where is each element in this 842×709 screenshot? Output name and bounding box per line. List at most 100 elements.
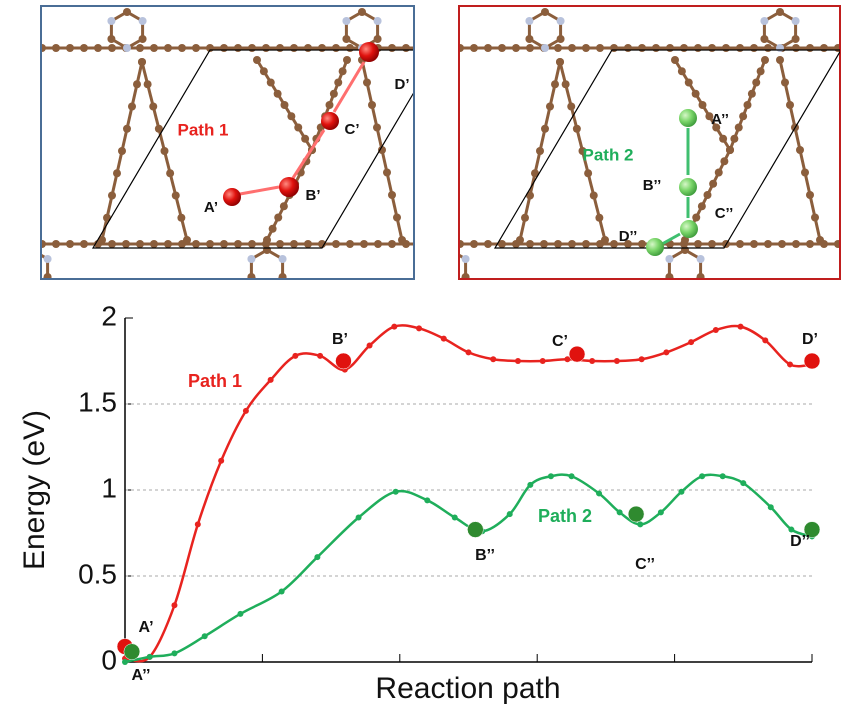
atom bbox=[681, 246, 689, 254]
point bbox=[639, 356, 645, 362]
atom bbox=[374, 240, 382, 248]
atom bbox=[118, 147, 126, 155]
point bbox=[243, 408, 249, 414]
atom bbox=[666, 44, 674, 52]
atom bbox=[183, 236, 191, 244]
state-label: B’ bbox=[332, 331, 348, 348]
atom bbox=[304, 240, 312, 248]
atom bbox=[516, 236, 524, 244]
ring bbox=[434, 250, 465, 286]
ring bbox=[346, 12, 377, 48]
atom bbox=[398, 236, 406, 244]
atom bbox=[652, 44, 660, 52]
atom bbox=[360, 240, 368, 248]
atom bbox=[248, 44, 256, 52]
atom bbox=[430, 273, 438, 281]
state-marker bbox=[804, 353, 820, 369]
point bbox=[720, 473, 726, 479]
point bbox=[317, 353, 323, 359]
atom bbox=[792, 240, 800, 248]
atom bbox=[582, 240, 590, 248]
point bbox=[279, 588, 285, 594]
atom bbox=[484, 44, 492, 52]
point bbox=[540, 358, 546, 364]
atom bbox=[136, 240, 144, 248]
atom bbox=[470, 240, 478, 248]
atom bbox=[562, 80, 570, 88]
atom bbox=[368, 101, 376, 109]
atom bbox=[820, 44, 828, 52]
site-label: B’ bbox=[306, 187, 321, 204]
atom bbox=[698, 202, 706, 210]
ring bbox=[669, 250, 700, 286]
atom bbox=[248, 240, 256, 248]
atom bbox=[776, 56, 784, 64]
atom bbox=[761, 56, 769, 64]
atom bbox=[557, 17, 565, 25]
atom bbox=[80, 240, 88, 248]
point bbox=[596, 490, 602, 496]
atom bbox=[107, 35, 115, 43]
point bbox=[171, 650, 177, 656]
atom bbox=[699, 101, 707, 109]
atom bbox=[726, 146, 734, 154]
atom bbox=[177, 214, 185, 222]
atom bbox=[108, 240, 116, 248]
state-label: B’’ bbox=[475, 547, 495, 564]
y-tick-label: 2 bbox=[101, 300, 117, 331]
atom bbox=[750, 240, 758, 248]
site-label: D’ bbox=[395, 76, 410, 93]
atom bbox=[166, 169, 174, 177]
atom bbox=[498, 44, 506, 52]
atom bbox=[363, 79, 371, 87]
point bbox=[171, 602, 177, 608]
atom bbox=[694, 44, 702, 52]
atom bbox=[416, 44, 424, 52]
atom bbox=[326, 101, 334, 109]
atom bbox=[792, 44, 800, 52]
atom bbox=[66, 44, 74, 52]
atom bbox=[722, 44, 730, 52]
atom bbox=[269, 225, 277, 233]
atom bbox=[108, 44, 116, 52]
atom bbox=[330, 90, 338, 98]
point bbox=[218, 458, 224, 464]
atom bbox=[44, 255, 52, 263]
point bbox=[589, 358, 595, 364]
site-label: A’’ bbox=[711, 111, 729, 128]
atom bbox=[133, 80, 141, 88]
point bbox=[314, 554, 320, 560]
atom bbox=[736, 240, 744, 248]
atom bbox=[709, 180, 717, 188]
atom bbox=[584, 169, 592, 177]
atom bbox=[343, 56, 351, 64]
state-label: C’’ bbox=[635, 556, 655, 573]
atom bbox=[138, 58, 146, 66]
atom bbox=[28, 246, 36, 254]
atom bbox=[334, 79, 342, 87]
chart: Energy (eV) Reaction path 00.511.52A’B’C… bbox=[18, 300, 820, 705]
ring bbox=[251, 250, 282, 286]
atom bbox=[757, 67, 765, 75]
atom bbox=[150, 240, 158, 248]
point bbox=[740, 480, 746, 486]
cell bbox=[495, 50, 841, 248]
atom bbox=[388, 191, 396, 199]
atom bbox=[554, 240, 562, 248]
atom bbox=[806, 44, 814, 52]
atom bbox=[383, 169, 391, 177]
atom bbox=[776, 8, 784, 16]
atom bbox=[526, 44, 534, 52]
atom bbox=[512, 44, 520, 52]
atom bbox=[192, 44, 200, 52]
atom bbox=[541, 8, 549, 16]
atom bbox=[150, 44, 158, 52]
atom bbox=[739, 112, 747, 120]
atom bbox=[752, 79, 760, 87]
atom bbox=[260, 67, 268, 75]
atom bbox=[402, 44, 410, 52]
site-label: A’ bbox=[204, 199, 218, 216]
point bbox=[466, 349, 472, 355]
atom bbox=[811, 214, 819, 222]
point bbox=[237, 611, 243, 617]
